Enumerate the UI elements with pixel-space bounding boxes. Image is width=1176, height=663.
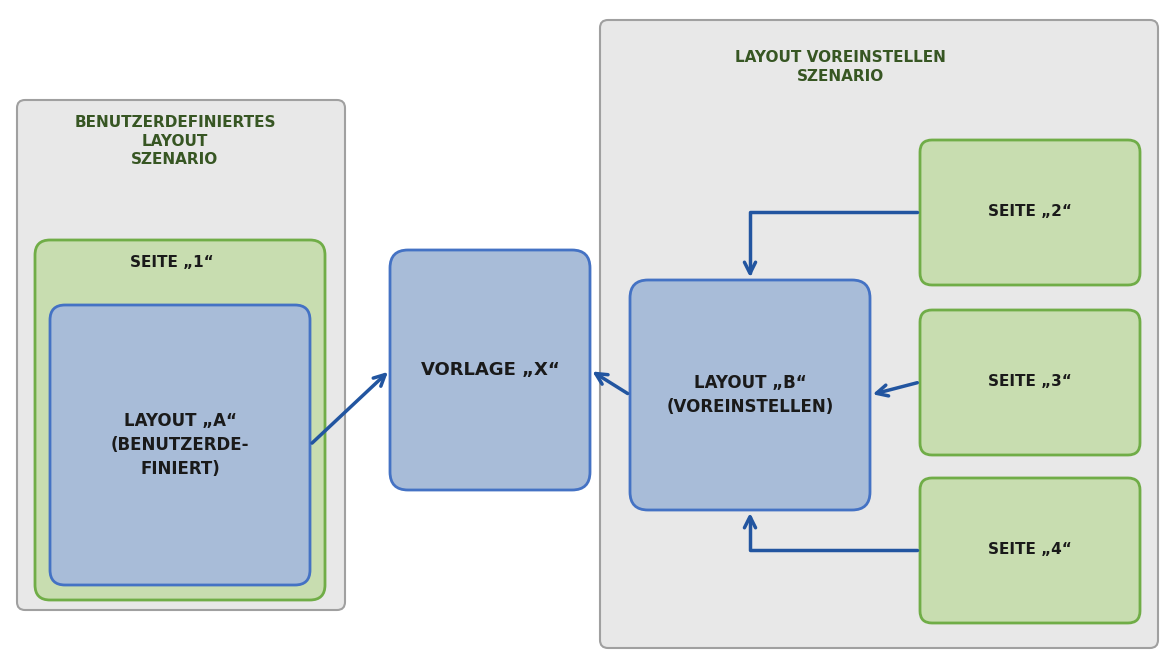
Text: SEITE „4“: SEITE „4“ <box>988 542 1071 558</box>
Text: LAYOUT „B“
(VOREINSTELLEN): LAYOUT „B“ (VOREINSTELLEN) <box>667 374 834 416</box>
Text: SEITE „1“: SEITE „1“ <box>131 255 214 270</box>
Text: LAYOUT „A“
(BENUTZERDE-
FINIERT): LAYOUT „A“ (BENUTZERDE- FINIERT) <box>111 412 249 477</box>
FancyBboxPatch shape <box>16 100 345 610</box>
Text: VORLAGE „X“: VORLAGE „X“ <box>421 361 560 379</box>
FancyBboxPatch shape <box>390 250 590 490</box>
FancyBboxPatch shape <box>920 310 1140 455</box>
FancyBboxPatch shape <box>600 20 1158 648</box>
FancyBboxPatch shape <box>51 305 310 585</box>
Text: LAYOUT VOREINSTELLEN
SZENARIO: LAYOUT VOREINSTELLEN SZENARIO <box>735 50 946 84</box>
Text: SEITE „2“: SEITE „2“ <box>988 204 1073 219</box>
Text: SEITE „3“: SEITE „3“ <box>988 375 1071 389</box>
FancyBboxPatch shape <box>920 478 1140 623</box>
FancyBboxPatch shape <box>920 140 1140 285</box>
FancyBboxPatch shape <box>630 280 870 510</box>
FancyBboxPatch shape <box>35 240 325 600</box>
Text: BENUTZERDEFINIERTES
LAYOUT
SZENARIO: BENUTZERDEFINIERTES LAYOUT SZENARIO <box>74 115 275 167</box>
